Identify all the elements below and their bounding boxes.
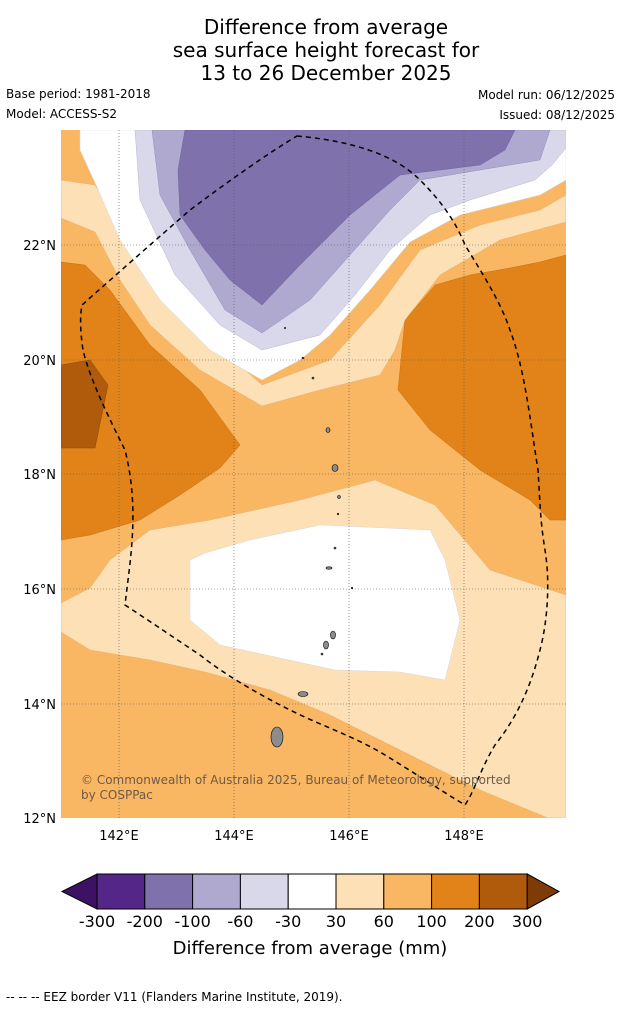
colorbar: -300 -200 -100 -60 -30 30 60 100 200 300 Differen… — [60, 873, 561, 959]
copyright-line-1: © Commonwealth of Australia 2025, Bureau… — [81, 773, 511, 787]
lat-tick-18: 18°N — [23, 468, 56, 483]
colorbar-tick-label: 60 — [374, 912, 394, 931]
title-line-1: Difference from average — [203, 15, 449, 39]
colorbar-tick-label: -30 — [275, 912, 301, 931]
island-asuncion — [311, 376, 315, 380]
island-agrihan — [325, 427, 331, 433]
colorbar-tick-label: -200 — [127, 912, 163, 931]
colorbar-segment — [144, 873, 194, 910]
colorbar-tick-label: -60 — [227, 912, 253, 931]
colorbar-extend-low — [60, 873, 98, 910]
colorbar-label: Difference from average (mm) — [173, 938, 448, 959]
island-aguijan — [320, 652, 324, 656]
island-sarigan — [333, 546, 337, 550]
model-name: Model: ACCESS-S2 — [6, 107, 118, 121]
island-anatahan — [325, 566, 333, 570]
island-maug — [301, 356, 305, 360]
colorbar-segments — [60, 873, 561, 910]
colorbar-segment — [192, 873, 241, 910]
issued-date: Issued: 08/12/2025 — [499, 108, 615, 122]
map-contours — [61, 130, 566, 818]
lat-axis-labels: 22°N 20°N 18°N 16°N 14°N 12°N — [23, 239, 56, 827]
colorbar-segment — [287, 873, 337, 910]
lon-tick-146: 146°E — [329, 829, 369, 844]
colorbar-segment — [478, 873, 528, 910]
copyright-line-2: by COSPPac — [81, 788, 153, 802]
islands — [270, 326, 354, 748]
island-saipan — [330, 630, 336, 640]
chart-title: Difference from average sea surface heig… — [0, 16, 621, 85]
eez-border — [79, 135, 549, 807]
colorbar-tick-labels: -300 -200 -100 -60 -30 30 60 100 200 300 — [79, 912, 543, 931]
island-farallon-de-medinilla — [350, 586, 354, 590]
eez-footnote: -- -- -- EEZ border V11 (Flanders Marine… — [6, 990, 343, 1004]
colorbar-tick-label: -300 — [79, 912, 115, 931]
lon-tick-142: 142°E — [99, 829, 139, 844]
base-period: Base period: 1981-2018 — [6, 87, 151, 101]
lon-tick-144: 144°E — [214, 829, 254, 844]
lat-tick-20: 20°N — [23, 354, 56, 369]
model-run-date: Model run: 06/12/2025 — [477, 88, 615, 102]
island-alamagan — [337, 495, 341, 499]
colorbar-tick-label: 300 — [512, 912, 543, 931]
colorbar-extend-high — [526, 873, 561, 910]
colorbar-segment — [431, 873, 480, 910]
colorbar-tick-label: -100 — [174, 912, 210, 931]
title-line-2: sea surface height forecast for — [172, 38, 480, 62]
colorbar-segment — [239, 873, 289, 910]
island-guguan — [336, 512, 340, 516]
island-tinian — [323, 640, 329, 650]
colorbar-segment — [335, 873, 385, 910]
contour-minus200-minus100 — [177, 130, 516, 306]
lat-tick-16: 16°N — [23, 583, 56, 598]
map-gridlines — [61, 130, 566, 818]
contour-200-300-west — [61, 359, 109, 449]
island-pagan — [331, 464, 339, 472]
colorbar-tick-label: 200 — [464, 912, 495, 931]
title-line-3: 13 to 26 December 2025 — [200, 61, 452, 85]
colorbar-segment — [96, 873, 146, 910]
lon-axis-labels: 142°E 144°E 146°E 148°E — [99, 829, 484, 844]
copyright-notice: © Commonwealth of Australia 2025, Bureau… — [81, 773, 514, 802]
contour-100-200-east — [397, 254, 566, 521]
lat-tick-12: 12°N — [23, 812, 56, 827]
lat-tick-22: 22°N — [23, 239, 56, 254]
lat-tick-14: 14°N — [23, 698, 56, 713]
colorbar-tick-label: 30 — [326, 912, 346, 931]
lon-tick-148: 148°E — [444, 829, 484, 844]
island-rota — [297, 691, 309, 697]
ssh-map: © Commonwealth of Australia 2025, Bureau… — [23, 130, 566, 844]
island-farallon-de-pajaros — [283, 326, 286, 329]
island-guam — [270, 726, 284, 748]
colorbar-segment — [383, 873, 433, 910]
colorbar-tick-label: 100 — [416, 912, 447, 931]
contour-minus30-30-south — [189, 524, 461, 681]
contour-100-200-west — [61, 261, 241, 541]
